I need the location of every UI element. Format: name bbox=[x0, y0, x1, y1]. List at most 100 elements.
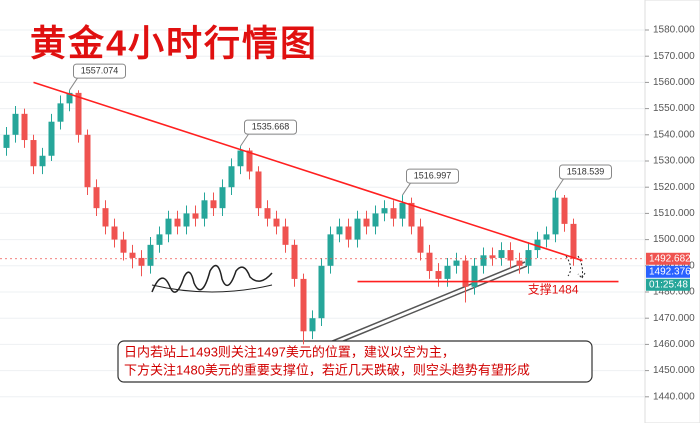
candle-body bbox=[3, 134, 10, 148]
callout-box bbox=[559, 164, 612, 180]
y-tick-label: 1440.000 bbox=[653, 391, 695, 402]
candle-body bbox=[489, 255, 496, 258]
callout-pointer bbox=[555, 178, 564, 192]
second-price-label: 1492.376 bbox=[649, 266, 691, 277]
price-axis bbox=[644, 0, 700, 423]
candle-body bbox=[336, 226, 343, 235]
candle-body bbox=[228, 166, 235, 188]
candle-body bbox=[210, 200, 217, 209]
candle-body bbox=[102, 208, 109, 227]
candle-body bbox=[183, 213, 190, 227]
annotation-box bbox=[117, 340, 593, 383]
callout-pointer bbox=[69, 77, 78, 91]
callout-label: 1516.997 bbox=[414, 170, 452, 180]
callout-pointer bbox=[240, 133, 249, 147]
y-tick-label: 1480.000 bbox=[653, 287, 695, 298]
candle-body bbox=[525, 250, 532, 266]
last-price-label: 1492.682 bbox=[649, 253, 691, 264]
candle-body bbox=[264, 208, 271, 219]
support-label: 支撑1484 bbox=[528, 282, 579, 297]
candle-body bbox=[237, 150, 244, 167]
candle-body bbox=[552, 197, 559, 235]
y-tick-label: 1460.000 bbox=[653, 339, 695, 350]
candle-body bbox=[345, 226, 352, 240]
candle-body bbox=[93, 187, 100, 209]
candle-body bbox=[246, 150, 253, 172]
candle-body bbox=[480, 255, 487, 266]
countdown-label: 01:25:48 bbox=[649, 279, 688, 290]
y-tick-label: 1450.000 bbox=[653, 365, 695, 376]
candle-body bbox=[57, 103, 64, 122]
callout-label: 1518.539 bbox=[567, 166, 605, 176]
signature-stroke bbox=[151, 284, 273, 293]
candle-body bbox=[255, 171, 262, 209]
candle-body bbox=[48, 121, 55, 156]
callout-box bbox=[73, 63, 126, 79]
y-tick-label: 1550.000 bbox=[653, 103, 695, 114]
y-tick-label: 1560.000 bbox=[653, 77, 695, 88]
callout-box bbox=[406, 168, 459, 184]
candle-body bbox=[426, 252, 433, 272]
candle-body bbox=[453, 260, 460, 266]
candle-body bbox=[75, 92, 82, 135]
candle-body bbox=[39, 155, 46, 167]
candle-body bbox=[192, 213, 199, 219]
candle-body bbox=[354, 218, 361, 240]
candle-body bbox=[471, 265, 478, 287]
trend-line bbox=[33, 81, 583, 262]
candle-body bbox=[561, 197, 568, 224]
candle-body bbox=[156, 234, 163, 245]
candle-body bbox=[534, 239, 541, 251]
candle-body bbox=[219, 187, 226, 209]
countdown-box bbox=[646, 278, 690, 291]
callout-label: 1557.074 bbox=[81, 65, 119, 75]
second-price-box bbox=[646, 265, 690, 278]
callout-label: 1535.668 bbox=[252, 122, 290, 132]
candle-body bbox=[174, 218, 181, 227]
candle-body bbox=[381, 208, 388, 214]
candle-body bbox=[138, 257, 145, 266]
chart-title: 黄金4小时行情图 bbox=[30, 23, 318, 64]
y-tick-label: 1570.000 bbox=[653, 51, 695, 62]
candle-body bbox=[30, 140, 37, 167]
arrow-line bbox=[329, 261, 526, 343]
candle-body bbox=[111, 226, 118, 240]
candle-body bbox=[516, 260, 523, 266]
candle-body bbox=[435, 271, 442, 279]
y-tick-label: 1530.000 bbox=[653, 156, 695, 167]
candle-body bbox=[282, 226, 289, 245]
callout-box bbox=[244, 119, 297, 135]
candle-body bbox=[147, 244, 154, 266]
candle-body bbox=[120, 239, 127, 253]
candle-body bbox=[327, 234, 334, 266]
arrow-line bbox=[335, 265, 528, 345]
candle-body bbox=[273, 218, 280, 227]
last-price-box bbox=[646, 252, 690, 265]
candle-body bbox=[372, 213, 379, 227]
candle-body bbox=[390, 208, 397, 219]
candle-body bbox=[129, 252, 136, 258]
signature bbox=[151, 264, 273, 293]
y-tick-label: 1540.000 bbox=[653, 129, 695, 140]
annotation-line: 下方关注1480美元的重要支撑位，若近几天跌破，则空头趋势有望形成 bbox=[124, 362, 530, 377]
candle-body bbox=[507, 250, 514, 261]
candle-body bbox=[498, 250, 505, 258]
candle-body bbox=[408, 202, 415, 227]
candle-body bbox=[21, 113, 28, 141]
candle-body bbox=[291, 244, 298, 279]
projection-arrow bbox=[565, 255, 586, 280]
y-tick-label: 1580.000 bbox=[653, 25, 695, 36]
annotation-line: 日内若站上1493则关注1497美元的位置，建议以空为主， bbox=[124, 344, 455, 359]
candle-body bbox=[543, 234, 550, 240]
y-tick-label: 1520.000 bbox=[653, 182, 695, 193]
candle-body bbox=[309, 318, 316, 332]
y-tick-label: 1500.000 bbox=[653, 234, 695, 245]
candle-body bbox=[363, 218, 370, 227]
y-tick-label: 1470.000 bbox=[653, 313, 695, 324]
candle-body bbox=[300, 278, 307, 332]
candle-body bbox=[84, 134, 91, 188]
candle-body bbox=[318, 265, 325, 319]
candle-body bbox=[12, 113, 19, 135]
callout-pointer bbox=[402, 182, 411, 196]
